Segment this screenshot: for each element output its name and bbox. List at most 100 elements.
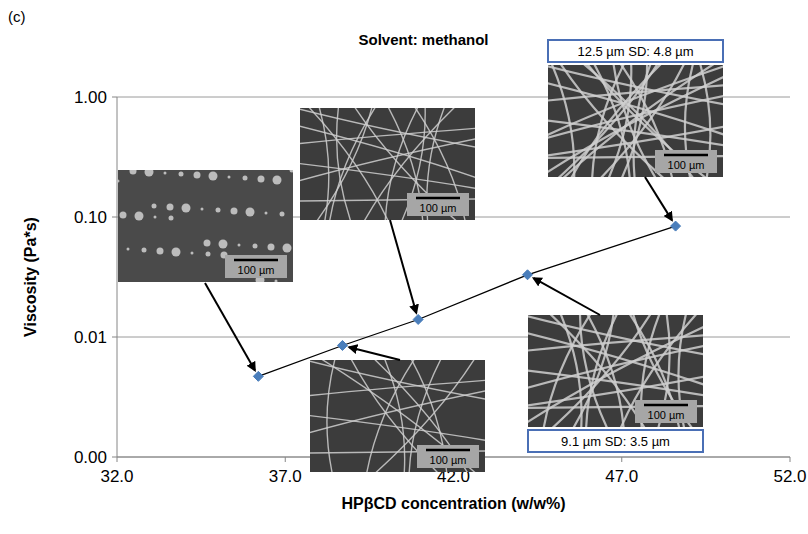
- fiber: [315, 360, 480, 472]
- x-tick-label: 32.0: [100, 467, 133, 486]
- sem-image: [310, 360, 485, 472]
- scale-bar: [664, 154, 708, 157]
- y-tick-label: 1.00: [74, 88, 107, 107]
- particle: [209, 172, 218, 181]
- scale-bar-label: 100 µm: [238, 264, 275, 276]
- fiber: [300, 125, 475, 179]
- x-axis-title: HPβCD concentration (w/w%): [342, 495, 566, 512]
- scale-bar-box: [635, 400, 697, 423]
- sem-image: [118, 170, 293, 282]
- fiber: [607, 65, 631, 177]
- scale-bar-label: 100 µm: [420, 202, 457, 214]
- fiber: [585, 315, 624, 427]
- y-axis-title: Viscosity (Pa*s): [22, 217, 39, 337]
- fiber: [327, 360, 336, 472]
- sem-texture: [310, 360, 485, 472]
- sem-inset: 100 µm: [305, 355, 490, 477]
- caption-box: [548, 40, 723, 62]
- x-tick-label: 47.0: [605, 467, 638, 486]
- particle: [191, 252, 194, 255]
- fiber: [352, 108, 461, 220]
- arrow: [534, 278, 600, 315]
- scale-bar: [416, 197, 460, 200]
- chart: (c)Solvent: methanol0.000.010.101.0032.0…: [0, 0, 808, 534]
- y-tick-label: 0.00: [74, 448, 107, 467]
- particle: [290, 170, 294, 173]
- particle: [201, 208, 204, 211]
- panel-label: (c): [8, 8, 26, 25]
- sem-texture: [118, 170, 293, 282]
- scale-bar-label: 100 µm: [648, 409, 685, 421]
- scale-bar-box: [407, 193, 469, 216]
- particle: [265, 212, 268, 215]
- y-tick: [112, 337, 117, 338]
- fiber: [548, 65, 723, 137]
- scale-bar-box: [417, 445, 479, 468]
- sem-inset: 100 µm 12.5 µm SD: 4.8 µm: [543, 40, 728, 182]
- y-tick: [112, 217, 117, 218]
- x-tick-label: 52.0: [773, 467, 806, 486]
- particle: [118, 180, 120, 183]
- title: Solvent: methanol: [358, 31, 488, 48]
- data-point: [253, 371, 263, 381]
- x-tick: [790, 457, 791, 462]
- fiber: [569, 65, 665, 177]
- fiber: [337, 108, 352, 220]
- fiber: [305, 108, 390, 220]
- particle: [179, 172, 184, 177]
- x-tick-label: 37.0: [269, 467, 302, 486]
- sem-inset: 100 µm9.1 µm SD: 3.5 µm: [523, 310, 708, 452]
- particle: [216, 208, 221, 213]
- data-point: [413, 314, 423, 324]
- scale-bar: [426, 449, 470, 452]
- sem-inset: 100 µm: [295, 103, 480, 225]
- fiber: [528, 325, 703, 425]
- particle: [152, 204, 157, 209]
- particle: [142, 248, 147, 253]
- arrow: [349, 347, 400, 360]
- fiber: [550, 65, 574, 177]
- fiber: [310, 415, 485, 441]
- caption: 12.5 µm SD: 4.8 µm: [577, 44, 693, 59]
- scale-bar: [644, 404, 688, 407]
- particle: [157, 248, 164, 255]
- fiber: [310, 380, 485, 396]
- x-tick: [621, 457, 622, 462]
- particle: [231, 208, 238, 215]
- particle: [206, 252, 211, 257]
- x-tick: [285, 457, 286, 462]
- particle: [167, 204, 174, 211]
- particle: [182, 204, 191, 213]
- sem-texture: [300, 108, 475, 220]
- y-tick: [112, 457, 117, 458]
- scale-bar: [234, 259, 278, 262]
- fiber: [318, 108, 329, 220]
- particle: [172, 248, 181, 257]
- particle: [120, 212, 127, 219]
- particle: [145, 170, 154, 177]
- fiber: [310, 360, 485, 400]
- arrow: [390, 220, 416, 313]
- particle: [253, 244, 258, 249]
- fiber: [584, 65, 711, 177]
- y-axis: [117, 97, 118, 457]
- x-tick: [117, 457, 118, 462]
- scale-bar-box: [655, 150, 717, 173]
- caption-box: [528, 430, 703, 452]
- particle: [127, 248, 130, 251]
- scale-bar-label: 100 µm: [668, 159, 705, 171]
- particle: [273, 176, 282, 185]
- particle: [283, 244, 292, 253]
- fiber: [300, 128, 475, 144]
- particle: [275, 280, 278, 283]
- particle: [219, 240, 228, 249]
- arrow: [205, 283, 255, 370]
- particle: [169, 216, 174, 221]
- particle: [204, 240, 211, 247]
- fiber: [592, 65, 630, 177]
- scale-bar-label: 100 µm: [430, 454, 467, 466]
- data-point: [671, 221, 681, 231]
- y-tick-label: 0.10: [74, 208, 107, 227]
- particle: [228, 176, 231, 179]
- particle: [246, 208, 255, 217]
